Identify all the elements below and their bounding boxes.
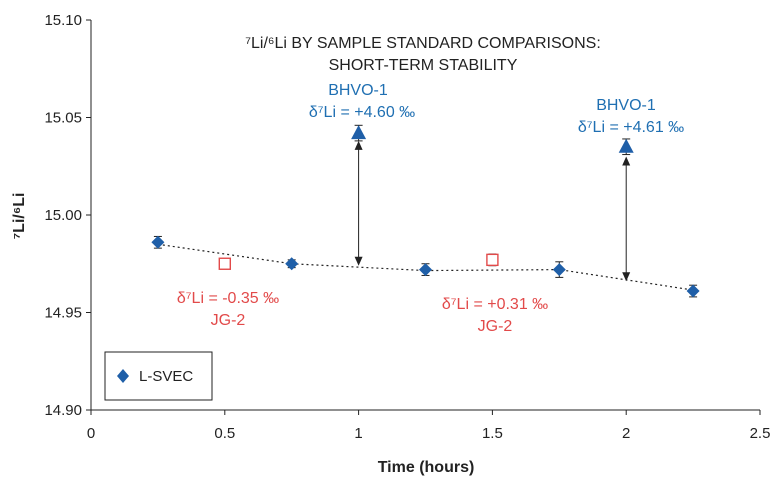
diamond-point [285, 257, 299, 271]
triangle-point [618, 138, 634, 153]
arrows [354, 140, 631, 282]
chart-title-line-1: ⁷Li/⁶Li BY SAMPLE STANDARD COMPARISONS: [245, 35, 601, 52]
diamond-point [552, 263, 566, 277]
y-tick-label: 14.95 [44, 305, 82, 322]
diamond-point [686, 284, 700, 298]
trend-line [157, 243, 694, 291]
open-square-point [218, 257, 232, 270]
arrow-head-down [354, 256, 363, 266]
y-tick-label: 15.05 [44, 110, 82, 127]
diamond-point [419, 263, 432, 277]
y-tick-label: 15.00 [44, 207, 82, 224]
x-tick-label: 0 [87, 425, 95, 442]
open-square-point [486, 253, 499, 267]
annotation-bhvo1-a-line-1: BHVO-1 [328, 82, 388, 99]
arrow-head-up [354, 140, 363, 150]
annotation-jg2-b-line-1: δ⁷Li = +0.31 ‰ [442, 296, 548, 313]
legend-diamond-marker [117, 369, 129, 383]
annotation-jg2-b-line-2: JG-2 [478, 318, 513, 335]
data-points [151, 124, 700, 298]
x-tick-label: 1.5 [482, 425, 503, 442]
x-tick-label: 2 [622, 425, 630, 442]
x-tick-label: 1 [354, 425, 362, 442]
trend-line-path [157, 243, 694, 291]
x-tick-label: 0.5 [214, 425, 235, 442]
y-tick-label: 15.10 [44, 12, 82, 29]
legend: L-SVEC [104, 351, 213, 401]
annotation-jg2-a-line-2: JG-2 [211, 312, 246, 329]
annotation-bhvo1-b-line-1: BHVO-1 [596, 97, 656, 114]
chart-title-line-2: SHORT-TERM STABILITY [329, 57, 518, 74]
triangle-point [351, 125, 367, 140]
x-tick-label: 2.5 [750, 425, 771, 442]
arrow-head-up [622, 156, 631, 166]
diamond-point [151, 235, 165, 249]
legend-label-l-svec: L-SVEC [139, 368, 193, 385]
annotation-bhvo1-a-line-2: δ⁷Li = +4.60 ‰ [309, 104, 415, 121]
annotation-bhvo1-b-line-2: δ⁷Li = +4.61 ‰ [578, 119, 684, 136]
y-axis-title: ⁷Li/⁶Li [11, 193, 28, 240]
axes: 0 0.5 1 1.5 2 2.5 14.90 14.95 15.00 15.05 15.10 [44, 12, 770, 442]
arrow-head-down [622, 272, 631, 282]
x-axis-title: Time (hours) [378, 459, 475, 476]
y-tick-label: 14.90 [44, 402, 82, 419]
annotation-jg2-a-line-1: δ⁷Li = -0.35 ‰ [177, 290, 279, 307]
